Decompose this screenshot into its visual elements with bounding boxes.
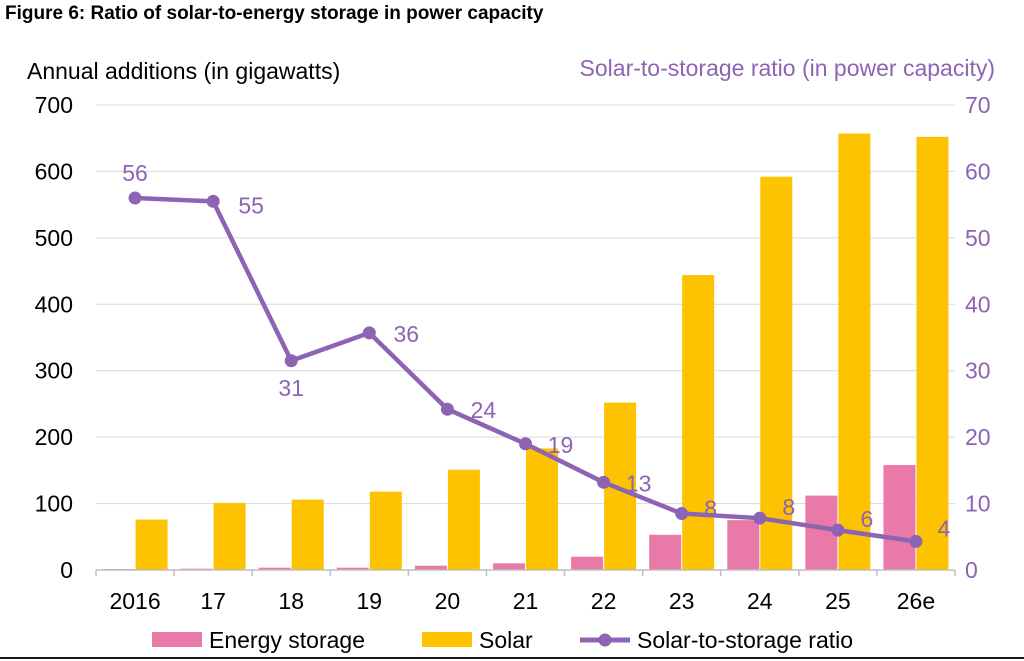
x-tick-label: 23 (669, 588, 695, 614)
left-axis-title: Annual additions (in gigawatts) (27, 58, 340, 84)
bar-energy-storage (493, 563, 525, 570)
bars (102, 133, 949, 571)
left-tick-label: 200 (35, 424, 73, 450)
bar-energy-storage (571, 556, 604, 570)
bar-solar (760, 176, 793, 570)
ratio-data-label: 6 (860, 506, 873, 532)
legend-label-ratio: Solar-to-storage ratio (637, 627, 853, 653)
bar-solar (838, 133, 871, 571)
ratio-data-label: 8 (782, 494, 795, 520)
bar-solar (135, 519, 168, 570)
ratio-data-label: 24 (471, 397, 497, 423)
legend-label-solar: Solar (479, 627, 533, 653)
bar-solar (526, 448, 558, 570)
axes (95, 569, 956, 576)
ratio-data-label: 31 (278, 375, 304, 401)
bar-solar (291, 499, 324, 570)
legend-swatch-solar (422, 632, 472, 647)
ratio-data-label: 36 (394, 321, 420, 347)
left-tick-label: 600 (35, 158, 73, 184)
right-tick-label: 30 (965, 358, 991, 384)
ratio-series-line (134, 195, 917, 544)
bar-solar (682, 275, 715, 570)
x-tick-label: 26e (897, 588, 935, 614)
tick-labels: 0100200300400500600700010203040506070201… (35, 92, 991, 614)
x-tick-label: 22 (591, 588, 617, 614)
bar-energy-storage (883, 465, 916, 570)
left-tick-label: 100 (35, 491, 73, 517)
bar-solar (369, 491, 402, 570)
right-tick-label: 20 (965, 424, 991, 450)
figure-title: Figure 6: Ratio of solar-to-energy stora… (5, 3, 544, 24)
bar-energy-storage (336, 567, 369, 570)
ratio-data-label: 56 (122, 160, 148, 186)
bar-solar (213, 502, 246, 570)
ratio-marker (284, 354, 298, 368)
x-tick-label: 18 (278, 588, 304, 614)
bottom-rule (0, 657, 1024, 659)
ratio-marker (206, 194, 220, 208)
right-axis-title: Solar-to-storage ratio (in power capacit… (580, 55, 995, 81)
bar-energy-storage (414, 565, 447, 570)
legend-swatch-energy-storage (152, 632, 202, 647)
ratio-marker (519, 437, 532, 451)
ratio-labels: 56 55 31 36 24 19 13 8 8 6 4 (122, 160, 950, 541)
ratio-data-label: 55 (238, 192, 264, 218)
x-tick-label: 17 (200, 588, 226, 614)
ratio-data-label: 4 (938, 515, 951, 541)
ratio-marker (440, 402, 454, 416)
right-tick-label: 10 (965, 491, 991, 517)
x-tick-label: 24 (747, 588, 773, 614)
bar-solar (916, 136, 949, 570)
ratio-data-label: 13 (626, 470, 652, 496)
bar-energy-storage (649, 534, 682, 570)
x-tick-label: 21 (513, 588, 539, 614)
bar-energy-storage (727, 520, 760, 570)
left-tick-label: 700 (35, 92, 73, 118)
ratio-data-label: 19 (548, 432, 574, 458)
x-tick-label: 25 (825, 588, 851, 614)
left-tick-label: 0 (60, 557, 73, 583)
bar-solar (447, 469, 480, 570)
ratio-marker (909, 534, 923, 548)
right-tick-label: 40 (965, 291, 991, 317)
ratio-marker (675, 507, 689, 521)
right-tick-label: 50 (965, 225, 991, 251)
right-tick-label: 60 (965, 158, 991, 184)
left-tick-label: 400 (35, 291, 73, 317)
bar-energy-storage (258, 567, 291, 570)
legend: Energy storage Solar Solar-to-storage ra… (152, 627, 853, 653)
x-tick-label: 2016 (109, 588, 160, 614)
x-tick-label: 20 (435, 588, 461, 614)
ratio-marker (753, 511, 767, 525)
legend-label-energy-storage: Energy storage (209, 627, 365, 653)
right-tick-label: 70 (965, 92, 991, 118)
ratio-marker (597, 475, 611, 489)
left-tick-label: 500 (35, 225, 73, 251)
legend-swatch-ratio-marker (598, 633, 612, 647)
ratio-marker (831, 523, 845, 537)
ratio-marker (128, 191, 142, 205)
left-tick-label: 300 (35, 358, 73, 384)
ratio-data-label: 8 (704, 496, 717, 522)
right-tick-label: 0 (965, 557, 978, 583)
ratio-line (128, 191, 923, 548)
x-tick-label: 19 (357, 588, 383, 614)
ratio-marker (362, 326, 376, 340)
